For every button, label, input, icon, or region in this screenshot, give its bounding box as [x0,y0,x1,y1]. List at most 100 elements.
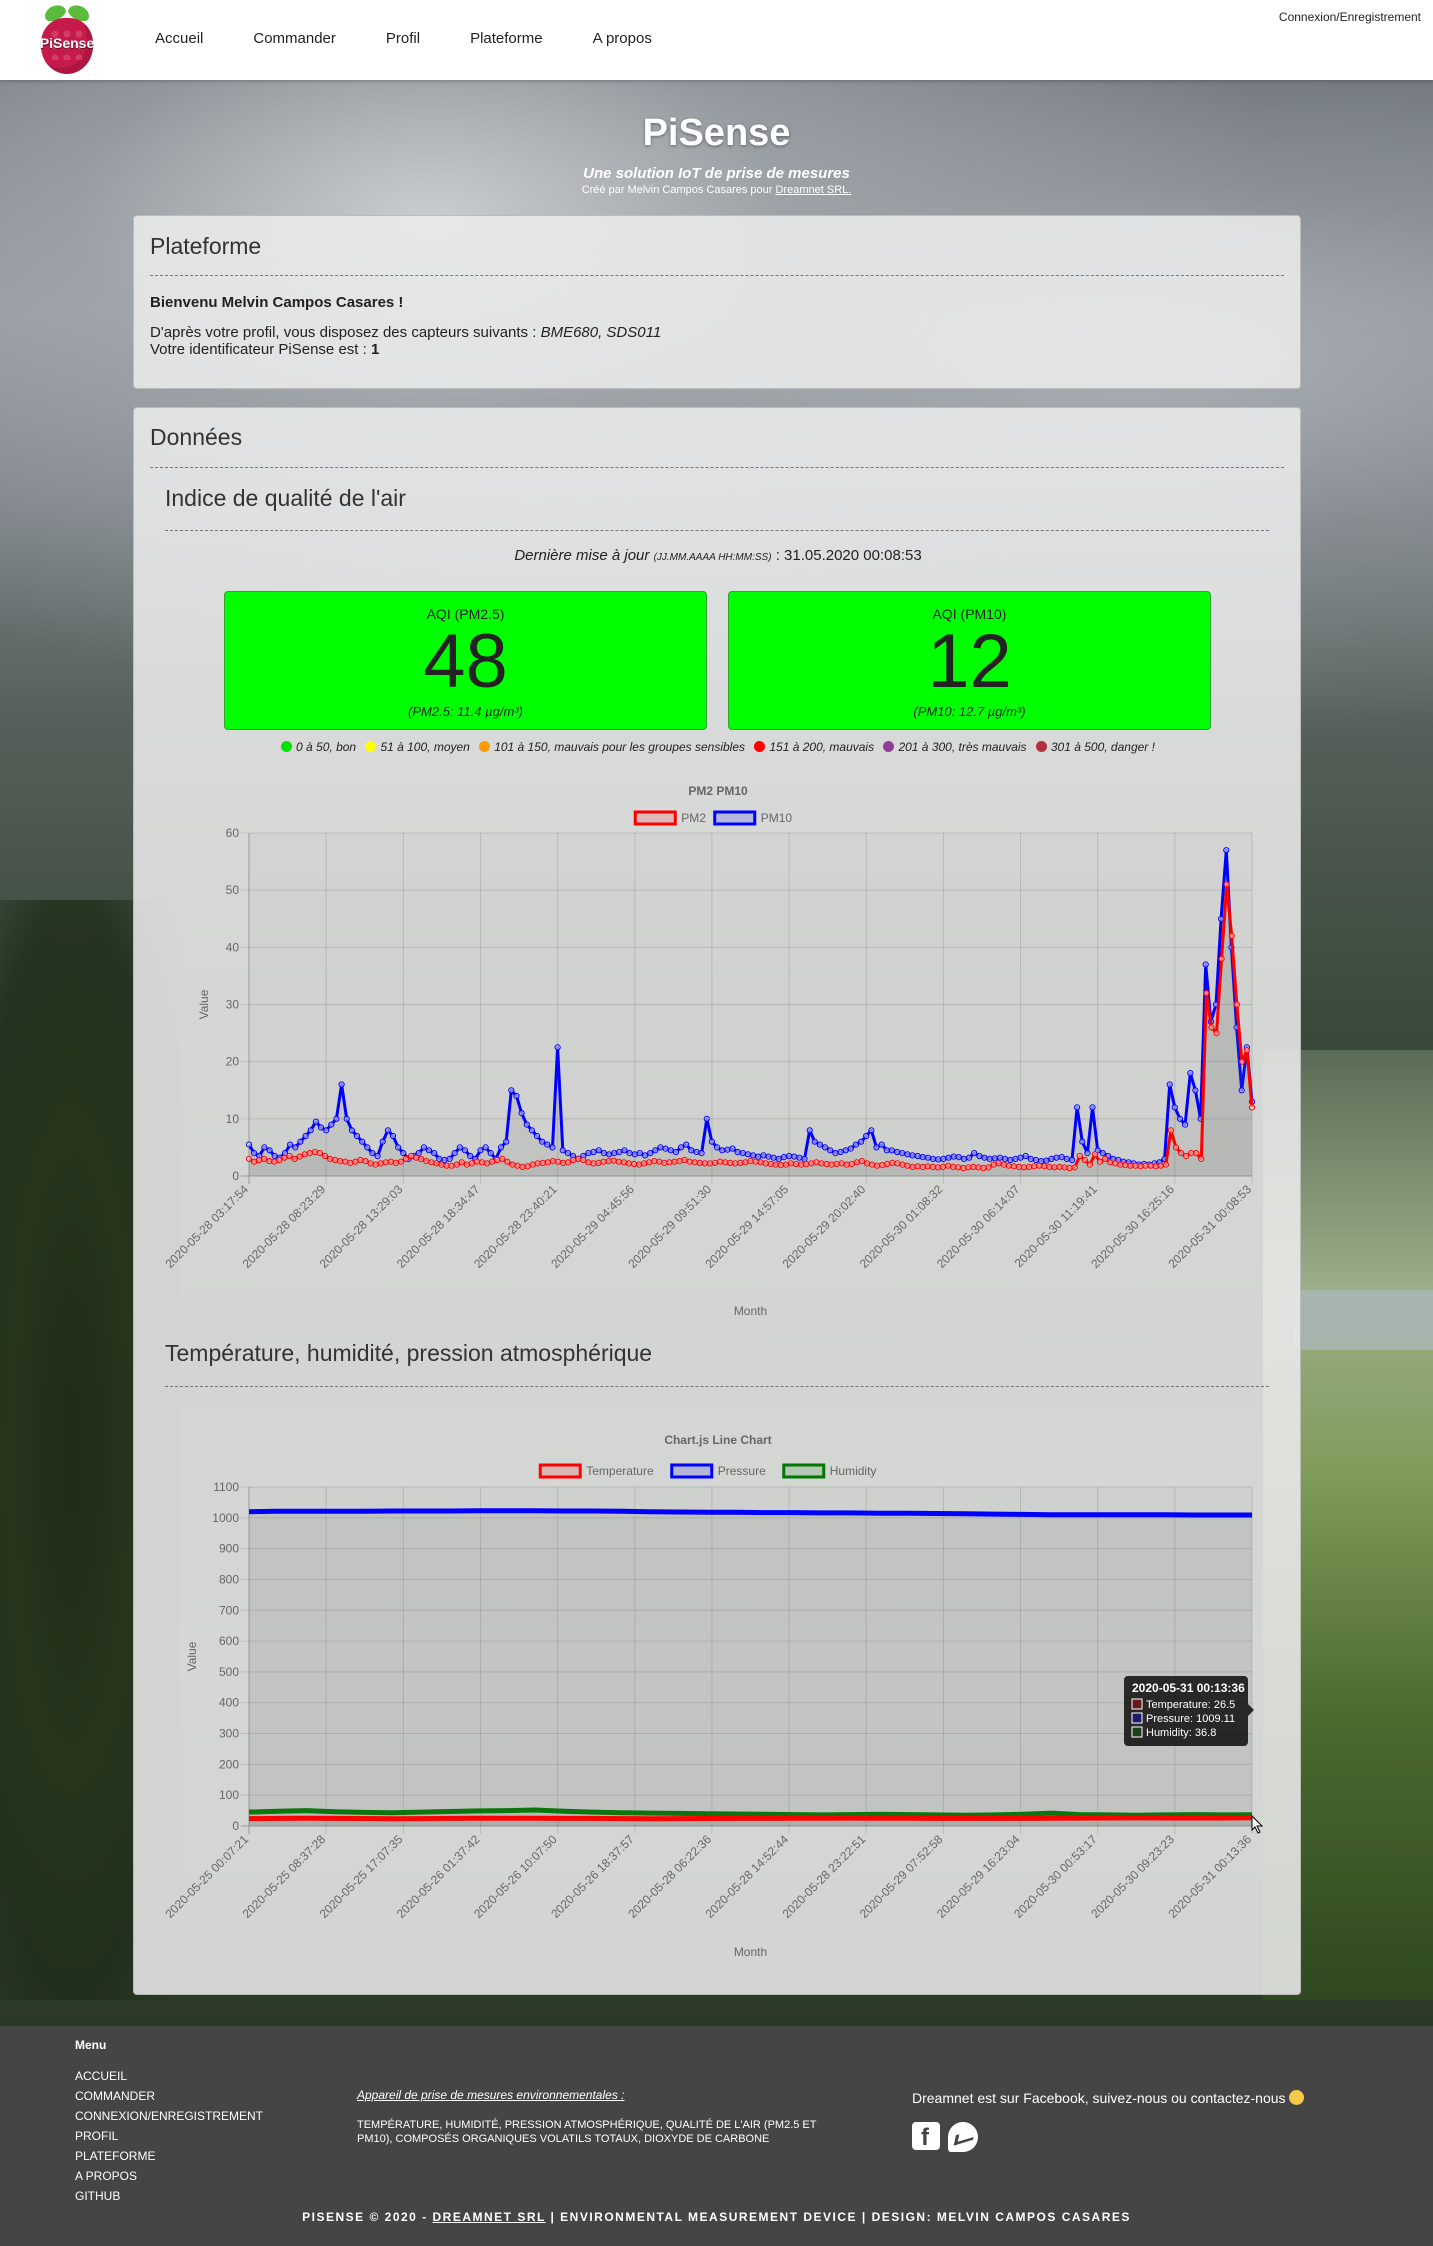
data-point-pm10 [266,1147,273,1154]
data-point-pm2 [554,1158,562,1165]
footer-link-profil[interactable]: PROFIL [75,2129,119,2143]
y-tick-label: 900 [219,1542,239,1556]
data-point-pm2 [560,1159,567,1166]
x-tick-label: 2020-05-31 00:13:36 [1165,1832,1254,1921]
data-point-pm2 [1233,1001,1240,1008]
data-point-pm2 [1243,1047,1251,1054]
legend-dot-icon [365,741,377,752]
aqi-divider [165,530,1269,531]
environment-chart[interactable]: Chart.js Line Chart Temperature Pressure Hu… [134,1418,1302,1978]
footer-link-github[interactable]: GITHUB [75,2189,121,2203]
data-point-pm10 [1187,1070,1194,1077]
data-point-pm2 [438,1161,445,1168]
data-point-pm2 [970,1163,977,1170]
data-point-pm10 [971,1150,978,1157]
data-point-pm10 [919,1154,926,1161]
pm-chart[interactable]: PM2 PM10 PM2 PM10 0 10 20 30 40 50 60 2020-05-28 0… [134,770,1302,1340]
data-point-pm2 [1178,1150,1185,1157]
data-point-pm10 [312,1118,319,1125]
data-point-pm2 [565,1159,572,1166]
data-point-pm10 [1022,1152,1029,1160]
legend-text: 201 à 300, très mauvais [898,740,1027,754]
data-point-pm10 [770,1154,777,1161]
footer-link-connexion[interactable]: CONNEXION/ENREGISTREMENT [75,2109,264,2123]
data-point-pm10 [708,1138,716,1145]
footer: Menu ACCUEIL COMMANDER CONNEXION/ENREGIS… [0,2026,1433,2246]
dreamnet-link[interactable]: Dreamnet SRL. [775,184,852,196]
data-point-pm2 [889,1159,896,1166]
nav-commander[interactable]: Commander [253,30,336,47]
data-point-pm2 [1127,1162,1134,1169]
raspberry-logo-icon[interactable]: PiSense [38,2,96,76]
data-point-pm2 [1056,1163,1063,1170]
facebook-glyph: f [921,2124,929,2151]
data-point-pm10 [1063,1155,1070,1162]
nav-accueil[interactable]: Accueil [155,30,204,47]
data-point-pm2 [397,1158,405,1165]
footer-link-commander[interactable]: COMMANDER [75,2089,155,2103]
nav-plateforme[interactable]: Plateforme [470,30,543,47]
aqi-legend: 0 à 50, bon 51 à 100, moyen 101 à 150, m… [134,740,1302,754]
facebook-icon[interactable]: f [912,2122,940,2151]
pm-chart-svg[interactable]: PM2 PM10 PM2 PM10 0 10 20 30 40 50 60 2020-05-28 0… [134,770,1302,1340]
footer-link-accueil[interactable]: ACCUEIL [75,2069,128,2083]
x-tick-label: 2020-05-28 14:52:44 [703,1832,792,1921]
data-point-pm10 [796,1154,803,1161]
data-point-pm10 [852,1141,860,1148]
data-point-pm2 [296,1153,303,1160]
data-point-pm2 [934,1164,942,1171]
data-point-pm10 [302,1132,309,1140]
data-point-pm10 [966,1154,973,1161]
copyright-dreamnet-link[interactable]: DREAMNET SRL [432,2210,546,2224]
data-point-pm2 [1218,955,1225,962]
data-point-pm2 [367,1160,374,1167]
data-point-pm2 [463,1161,470,1168]
data-point-pm2 [1157,1162,1164,1169]
nav-a-propos[interactable]: A propos [592,30,652,47]
login-link[interactable]: Connexion/Enregistrement [1278,10,1421,24]
footer-link-plateforme[interactable]: PLATEFORME [75,2149,156,2163]
data-point-pm2 [316,1150,323,1157]
data-point-pm10 [786,1152,793,1160]
legend-dot-icon [883,741,895,752]
data-point-pm2 [1137,1163,1144,1170]
data-point-pm10 [960,1155,968,1162]
data-point-pm10 [734,1148,741,1156]
data-point-pm2 [1000,1161,1007,1168]
data-point-pm2 [990,1161,997,1168]
data-point-pm10 [1079,1138,1086,1145]
data-point-pm10 [518,1110,525,1117]
nav-profil[interactable]: Profil [385,30,421,47]
data-point-pm2 [595,1159,602,1166]
data-point-pm10 [626,1150,633,1157]
data-point-pm2 [955,1164,962,1171]
data-point-pm10 [1007,1156,1014,1164]
x-tick-label: 2020-05-26 10:07:50 [471,1832,560,1921]
data-point-pm2 [656,1158,663,1165]
environment-chart-svg[interactable]: Chart.js Line Chart Temperature Pressure Hu… [134,1418,1302,1978]
data-point-pm10 [1099,1150,1106,1157]
data-point-pm2 [818,1160,825,1167]
x-tick-label: 2020-05-30 16:25:16 [1088,1182,1177,1271]
data-point-pm2 [671,1158,678,1165]
data-point-pm10 [461,1147,469,1154]
data-point-pm2 [838,1160,845,1167]
data-point-pm10 [894,1148,901,1156]
data-point-pm2 [1188,1150,1195,1157]
data-point-pm2 [1132,1162,1139,1169]
data-point-pm2 [372,1161,379,1168]
x-tick-label: 2020-05-28 13:29:03 [317,1182,406,1271]
x-tick-label: 2020-05-30 06:14:07 [934,1182,1023,1271]
data-point-pm2 [879,1162,886,1169]
data-point-pm10 [1012,1155,1019,1162]
data-point-pm2 [408,1152,415,1160]
footer-link-a-propos[interactable]: A PROPOS [75,2169,138,2183]
data-point-pm2 [757,1159,764,1166]
messenger-icon[interactable] [948,2122,978,2152]
y-tick-label: 400 [219,1696,239,1710]
hero-credit-text: Créé par Melvin Campos Casares pour [581,184,776,196]
data-point-pm2 [1071,1164,1078,1171]
x-tick-label: 2020-05-28 23:22:51 [780,1832,869,1921]
data-point-pm10 [631,1151,638,1158]
chart-title: PM2 PM10 [688,784,748,798]
